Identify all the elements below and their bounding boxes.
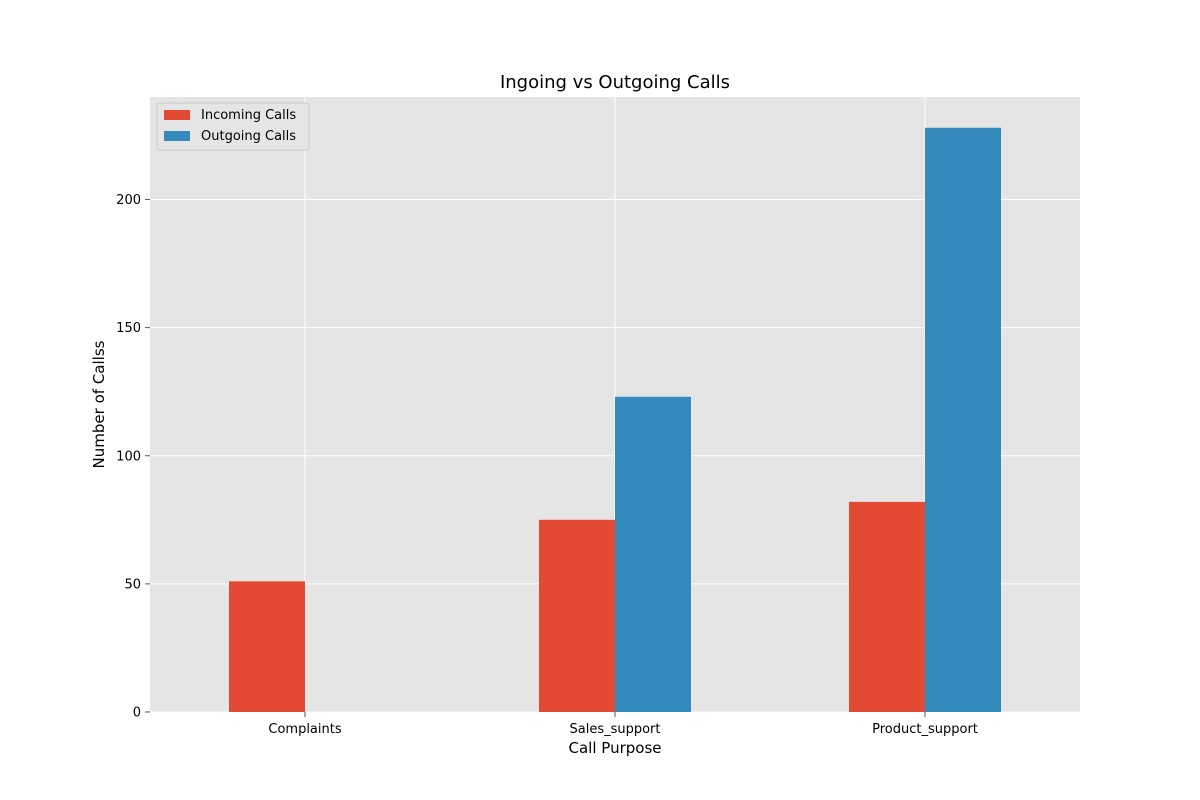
bar-incoming-sales_support (539, 519, 615, 712)
y-tick-label: 150 (116, 321, 141, 336)
y-tick-label: 50 (124, 577, 141, 592)
legend-swatch-incoming (164, 110, 190, 120)
y-axis-label: Number of Callss (90, 340, 108, 468)
x-tick-label: Product_support (872, 722, 978, 737)
chart-title: Ingoing vs Outgoing Calls (500, 72, 730, 93)
legend: Incoming Calls Outgoing Calls (156, 102, 310, 151)
legend-swatch-outgoing (164, 131, 190, 141)
x-tick-label: Complaints (268, 722, 341, 737)
bars (229, 127, 1001, 712)
bar-outgoing-product_support (925, 127, 1001, 712)
y-tick-label: 200 (116, 193, 141, 208)
y-tick-label: 0 (133, 706, 141, 721)
y-axis: 0 50 100 150 200 (116, 193, 150, 721)
bar-incoming-complaints (229, 581, 305, 712)
legend-label-outgoing: Outgoing Calls (201, 129, 296, 144)
x-tick-label: Sales_support (569, 722, 660, 737)
x-axis-label: Call Purpose (569, 739, 662, 757)
legend-box (156, 102, 310, 151)
legend-label-incoming: Incoming Calls (201, 108, 296, 123)
bar-outgoing-sales_support (615, 396, 691, 712)
x-axis: Complaints Sales_support Product_support (268, 712, 978, 737)
bar-incoming-product_support (849, 501, 925, 712)
y-tick-label: 100 (116, 449, 141, 464)
